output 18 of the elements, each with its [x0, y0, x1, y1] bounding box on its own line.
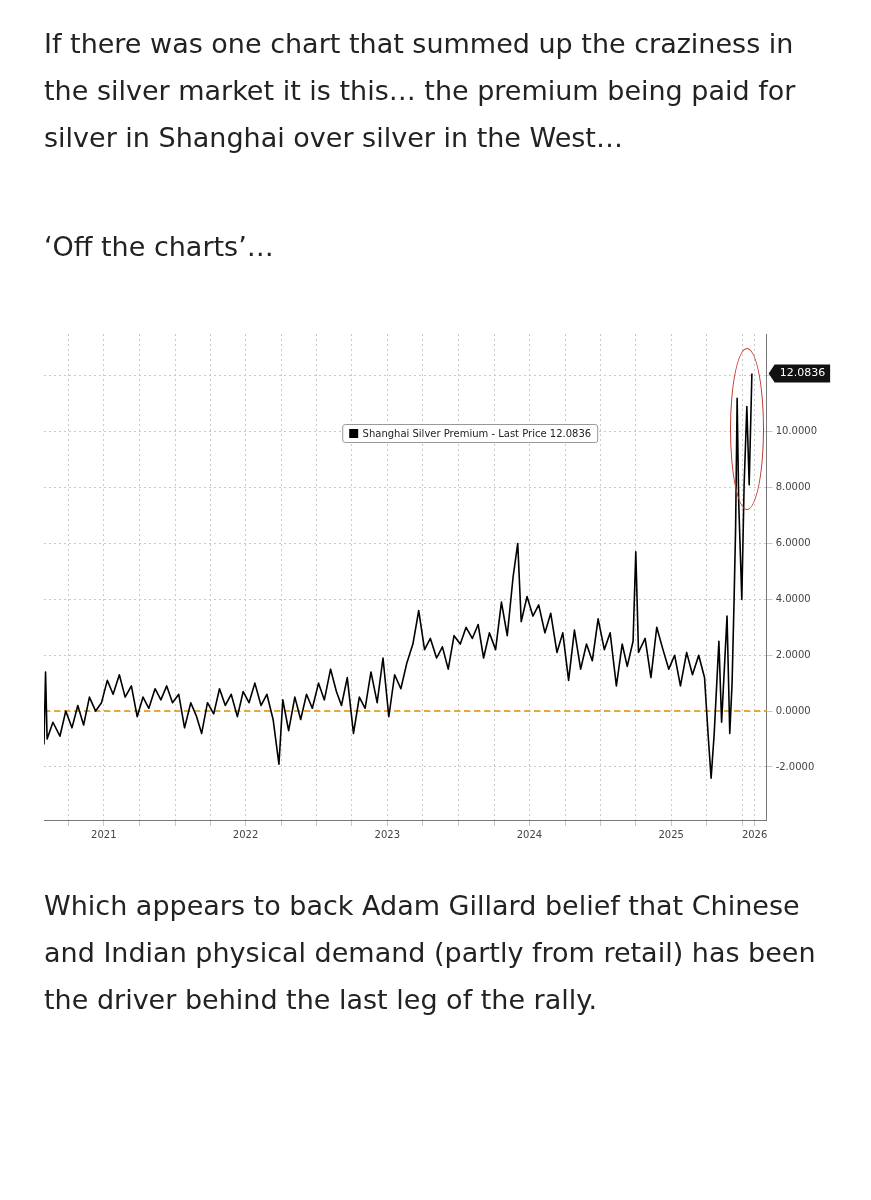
x-tick-label: 2025 — [658, 828, 684, 840]
text: Which appears to back Adam Gillard belief that Chinese and Indian physical demand (partly from retail) has been the driver behind the last leg of the rally. — [44, 889, 817, 1017]
chart-subtitle: ‘Off the charts’… — [44, 231, 275, 262]
y-tick-label: 0.0000 — [775, 704, 811, 716]
chart-title: If there was one chart that summed up the craziness in the silver market it is this… the premium being paid for silver in Shanghai over silver in the West… — [44, 27, 797, 155]
x-tick-label: 2026 — [741, 828, 768, 840]
x-tick-label: 2021 — [91, 828, 117, 840]
x-tick-label: 2024 — [516, 828, 543, 840]
annotation: 12.0836 — [779, 366, 826, 380]
x-tick-label: 2023 — [374, 828, 400, 840]
y-tick-label: 10.0000 — [775, 425, 818, 437]
y-tick-label: -2.0000 — [775, 760, 815, 772]
y-tick-label: 2.0000 — [775, 648, 811, 660]
legend-label: Shanghai Silver Premium - Last Price 12.0836 — [362, 428, 592, 439]
y-tick-label: 6.0000 — [775, 537, 811, 549]
y-tick-label: 4.0000 — [775, 592, 811, 604]
x-tick-label: 2022 — [232, 828, 259, 840]
y-tick-label: 8.0000 — [775, 481, 811, 493]
